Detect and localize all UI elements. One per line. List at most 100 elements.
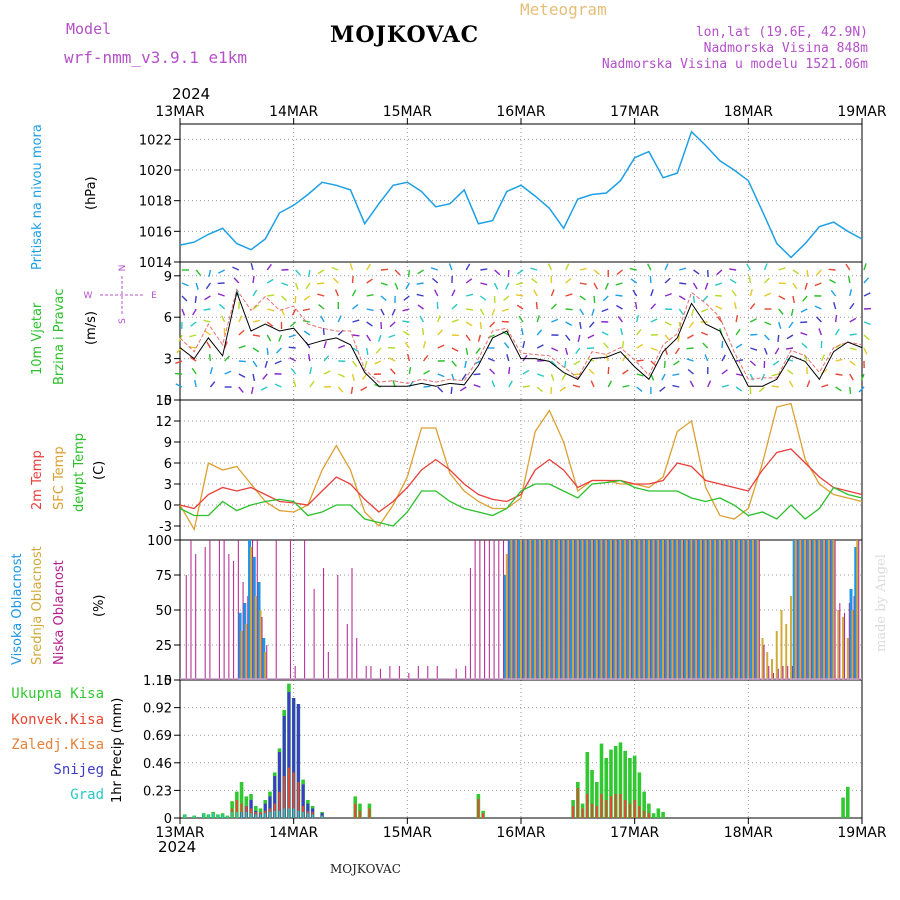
precip-hail-bar [269, 812, 271, 818]
wind-arrow [391, 308, 396, 316]
precip-total-bar [841, 797, 845, 818]
wind-arrow [318, 304, 325, 310]
wind-arrow [565, 277, 572, 284]
wind-arrow [403, 295, 410, 301]
wind-arrow [679, 267, 687, 271]
wind-arrow [735, 328, 741, 336]
wind-arrow [764, 321, 772, 326]
cloud-mid-bar [619, 540, 622, 680]
wind-arrow [593, 295, 596, 304]
wind-arrow [686, 347, 694, 350]
y-tick-label: 12 [155, 415, 172, 430]
wind-arrow [394, 269, 401, 276]
wind-arrow [691, 308, 695, 316]
wind-arrow [437, 315, 441, 323]
cloud-mid-bar [676, 540, 679, 680]
wind-arrow [465, 293, 474, 297]
cloud-mid-bar [823, 540, 826, 680]
wind-arrow [828, 268, 836, 271]
precip-total-bar [613, 746, 618, 818]
wind-arrow [352, 304, 359, 310]
precip-hail-bar [283, 808, 285, 818]
cloud-low-bar [754, 540, 756, 680]
cloud-high-bar [598, 540, 602, 680]
wind-arrow [307, 353, 311, 362]
wind-arrow [209, 381, 216, 388]
cloud-low-bar [782, 666, 784, 680]
cloud-low-bar [488, 540, 490, 680]
wind-arrow [635, 315, 640, 323]
wind-arrow [281, 282, 289, 287]
cloud-low-bar [313, 589, 315, 680]
wind-arrow [764, 292, 772, 297]
wind-arrow [847, 275, 851, 284]
cloud-low-bar [223, 540, 225, 680]
wind-arrow [601, 308, 609, 313]
wind-arrow [289, 321, 297, 328]
cloud-mid-bar [657, 540, 660, 680]
wind-arrow [465, 321, 473, 327]
wind-arrow [516, 269, 524, 275]
precip-snow-bar [277, 752, 281, 818]
precip-convective-bar [614, 794, 617, 818]
y-tick-label: 1018 [139, 195, 172, 210]
precip-convective-bar [576, 788, 579, 818]
cloud-high-bar [693, 540, 697, 680]
precip-hail-bar [193, 815, 195, 818]
wind-arrow [437, 373, 445, 378]
y-tick-label: 15 [155, 394, 172, 409]
wind-arrow [636, 359, 644, 362]
cloud-high-bar [664, 540, 668, 680]
cloud-mid-bar [804, 540, 807, 680]
wind-arrow [390, 368, 396, 375]
wind-arrow [636, 373, 644, 377]
y-tick-label: 0.92 [143, 702, 172, 717]
wind-arrow [461, 373, 467, 381]
wind-arrow [686, 358, 694, 362]
wind-arrow [715, 282, 723, 286]
wind-arrow [203, 308, 211, 311]
wind-arrow [189, 356, 197, 362]
wind-arrow [636, 328, 642, 336]
cloud-low-bar [465, 666, 467, 680]
wind-arrow [352, 347, 359, 353]
cloud-high-bar [802, 540, 806, 680]
cloud-mid-bar [780, 610, 783, 680]
cloud-high-bar [551, 540, 555, 680]
wind-arrow [863, 263, 867, 271]
cloud-mid-bar [605, 540, 608, 680]
temp-dewpt-line [179, 479, 863, 527]
cloud-low-bar [654, 540, 656, 680]
wind-arrow [181, 282, 189, 287]
wind-arrow [674, 347, 680, 355]
cloud-low-bar [616, 540, 618, 680]
wind-arrow [451, 360, 457, 367]
cloud-low-bar [498, 540, 500, 680]
wind-arrow [771, 373, 779, 377]
cloud-mid-bar [543, 540, 546, 680]
wind-arrow [175, 360, 183, 364]
wind-arrow [465, 334, 471, 342]
cloud-low-bar [683, 540, 685, 680]
cloud-mid-bar [259, 610, 262, 680]
wind-arrow [559, 386, 567, 392]
precip-hail-bar [297, 810, 300, 818]
wind-arrow [295, 282, 299, 290]
wind-arrow [416, 282, 424, 285]
wind-arrow [374, 360, 382, 365]
wind-arrow [849, 347, 857, 351]
wind-arrow [465, 278, 473, 284]
wind-arrow [735, 373, 744, 377]
wind-arrow [550, 360, 557, 367]
cloud-mid-bar [638, 540, 641, 680]
precip-convective-bar [482, 813, 485, 818]
cloud-low-bar [545, 540, 547, 680]
wind-arrow [267, 294, 275, 297]
cloud-mid-bar [761, 638, 764, 680]
cloud-low-bar [597, 540, 599, 680]
wind-arrow [264, 360, 268, 368]
cloud-mid-bar [643, 540, 646, 680]
cloud-mid-bar [837, 610, 840, 680]
cloud-low-bar [839, 603, 841, 680]
elevation-label: Nadmorska Visina 848m [703, 41, 868, 56]
